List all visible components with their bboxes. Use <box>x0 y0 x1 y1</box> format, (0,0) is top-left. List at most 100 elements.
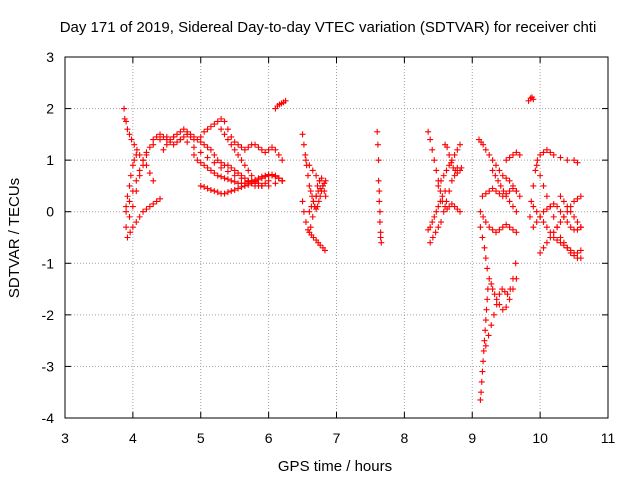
data-point <box>503 157 510 164</box>
data-point <box>557 208 564 215</box>
data-point <box>485 332 492 339</box>
data-point <box>499 172 506 179</box>
y-tick-label: 3 <box>46 49 54 65</box>
data-point <box>150 200 157 207</box>
series-t22 <box>442 141 461 174</box>
data-point <box>184 139 191 146</box>
data-point <box>123 224 130 231</box>
data-point <box>560 198 567 205</box>
data-point <box>218 173 225 180</box>
data-point <box>180 133 187 140</box>
data-point <box>429 219 436 226</box>
data-point <box>482 317 489 324</box>
data-point <box>231 172 238 179</box>
data-point <box>126 213 133 220</box>
data-point <box>235 170 242 177</box>
data-point <box>482 190 489 197</box>
data-point <box>272 180 279 187</box>
x-tick-label: 5 <box>197 430 205 446</box>
data-point <box>504 291 511 298</box>
data-point <box>454 146 461 153</box>
data-point <box>124 126 131 133</box>
data-point <box>146 170 153 177</box>
data-point <box>221 190 228 197</box>
data-point <box>547 203 554 210</box>
data-point <box>491 291 498 298</box>
data-point <box>124 193 131 200</box>
data-point <box>150 177 157 184</box>
data-point <box>512 260 519 267</box>
data-point <box>224 126 231 133</box>
data-point <box>231 167 238 174</box>
data-point <box>500 188 507 195</box>
data-point <box>157 136 164 143</box>
data-point <box>530 96 537 103</box>
data-point <box>533 219 540 226</box>
data-point <box>488 322 495 329</box>
data-point <box>526 213 533 220</box>
series-t28 <box>479 185 520 200</box>
data-point <box>211 151 218 158</box>
data-point <box>574 195 581 202</box>
data-point <box>275 175 282 182</box>
data-point <box>550 151 557 158</box>
data-point <box>482 342 489 349</box>
data-point <box>446 203 453 210</box>
data-point <box>503 304 510 311</box>
data-point <box>540 149 547 156</box>
data-point <box>279 177 286 184</box>
data-point <box>204 164 211 171</box>
data-point <box>509 226 516 233</box>
data-point <box>143 206 150 213</box>
data-point <box>427 136 434 143</box>
data-point <box>262 149 269 156</box>
series-t6 <box>160 115 286 164</box>
series-t11 <box>272 97 289 112</box>
data-point <box>190 144 197 151</box>
data-point <box>153 198 160 205</box>
data-point <box>201 141 208 148</box>
y-tick-label: 2 <box>46 101 54 117</box>
data-point <box>238 172 245 179</box>
data-point <box>197 149 204 156</box>
data-point <box>451 172 458 179</box>
y-tick-label: -2 <box>42 307 55 323</box>
data-point <box>157 195 164 202</box>
data-point <box>248 172 255 179</box>
data-point <box>457 141 464 148</box>
data-point <box>173 139 180 146</box>
data-point <box>319 182 326 189</box>
data-point <box>571 213 578 220</box>
data-point <box>567 249 574 256</box>
data-point <box>571 252 578 259</box>
data-point <box>527 95 534 102</box>
data-point <box>564 219 571 226</box>
data-point <box>577 247 584 254</box>
data-point <box>574 249 581 256</box>
data-point <box>177 128 184 135</box>
data-point <box>221 118 228 125</box>
series-t36 <box>537 193 584 256</box>
data-point <box>241 182 248 189</box>
data-point <box>241 175 248 182</box>
data-point <box>282 97 289 104</box>
data-point <box>269 144 276 151</box>
series-t31 <box>525 94 537 104</box>
data-point <box>241 146 248 153</box>
data-point <box>231 146 238 153</box>
data-point <box>248 180 255 187</box>
x-tick-label: 7 <box>333 430 341 446</box>
data-point <box>577 255 584 262</box>
data-point <box>207 167 214 174</box>
data-point <box>509 286 516 293</box>
data-point <box>537 172 544 179</box>
data-point <box>258 175 265 182</box>
data-point <box>557 234 564 241</box>
data-point <box>506 188 513 195</box>
data-point <box>375 177 382 184</box>
data-point <box>557 154 564 161</box>
data-point <box>433 208 440 215</box>
data-point <box>537 249 544 256</box>
data-point <box>480 358 487 365</box>
series-t25 <box>477 224 520 313</box>
